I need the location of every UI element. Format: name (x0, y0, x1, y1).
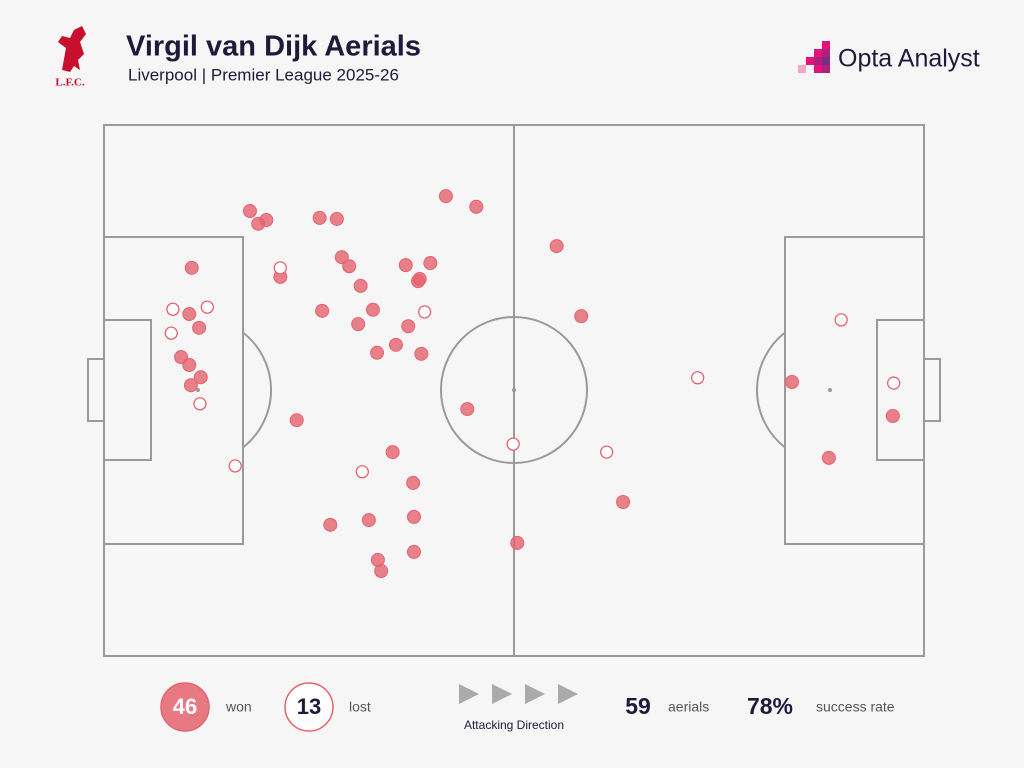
stat-value: 13 (297, 694, 321, 719)
stat-value: 46 (173, 694, 197, 719)
lost-point (887, 376, 901, 390)
lost-point (200, 300, 214, 314)
lost-point (164, 326, 178, 340)
won-point (784, 375, 799, 390)
won-point (193, 370, 208, 385)
won-point (423, 256, 438, 271)
stat-badge (160, 682, 210, 732)
won-point (385, 445, 400, 460)
lost-point (273, 261, 287, 275)
stat-value: 78% (747, 693, 793, 719)
won-point (388, 337, 403, 352)
won-point (312, 210, 327, 225)
won-point (885, 408, 900, 423)
won-point (289, 413, 304, 428)
points (164, 189, 901, 579)
lost-point (355, 465, 369, 479)
won-point (259, 213, 274, 228)
lost-point (166, 302, 180, 316)
won-point (616, 495, 631, 510)
stat-label: lost (349, 699, 371, 715)
won-point (406, 544, 421, 559)
chart-title: Virgil van Dijk Aerials (126, 31, 421, 63)
stat-label: won (225, 699, 252, 715)
won-point (183, 378, 198, 393)
stat-label: aerials (668, 699, 709, 715)
direction-label: Attacking Direction (464, 718, 564, 732)
won-point (242, 204, 257, 219)
lost-point (506, 437, 520, 451)
won-point (469, 199, 484, 214)
won-point (406, 475, 421, 490)
footer: Attacking Direction 46 won 13 lost 59 aerials… (160, 682, 895, 732)
won-point (182, 358, 197, 373)
won-point (549, 239, 564, 254)
won-point (406, 509, 421, 524)
direction-arrows (459, 684, 578, 704)
lost-point (600, 445, 614, 459)
won-point (412, 271, 427, 286)
won-point (370, 345, 385, 360)
club-logo-text: L.F.C. (55, 77, 84, 89)
won-point (323, 517, 338, 532)
won-point (192, 320, 207, 335)
won-point (398, 258, 413, 273)
won-point (510, 535, 525, 550)
won-point (365, 302, 380, 317)
won-point (182, 307, 197, 322)
stat-badge (284, 682, 334, 732)
brand-logo: Opta Analyst (798, 41, 980, 73)
won-point (329, 211, 344, 226)
pitch (87, 124, 941, 657)
lost-point (691, 371, 705, 385)
won-point (460, 402, 475, 417)
won-point (414, 346, 429, 361)
won-point (342, 259, 357, 274)
stat-value: 59 (625, 693, 651, 719)
lost-point (193, 397, 207, 411)
won-point (184, 260, 199, 275)
won-point (361, 513, 376, 528)
won-point (821, 450, 836, 465)
club-logo: L.F.C. (55, 26, 86, 89)
won-point (438, 189, 453, 204)
won-point (374, 564, 389, 579)
won-point (401, 319, 416, 334)
lost-point (417, 305, 432, 319)
won-point (353, 278, 368, 293)
won-point (351, 317, 366, 332)
brand-name: Opta Analyst (838, 45, 980, 73)
won-point (315, 303, 330, 318)
stat-label: success rate (816, 699, 895, 715)
won-point (574, 309, 589, 324)
lost-point (834, 313, 848, 327)
lost-point (228, 459, 242, 473)
chart-subtitle: Liverpool | Premier League 2025-26 (128, 65, 399, 84)
won-point (334, 250, 349, 265)
